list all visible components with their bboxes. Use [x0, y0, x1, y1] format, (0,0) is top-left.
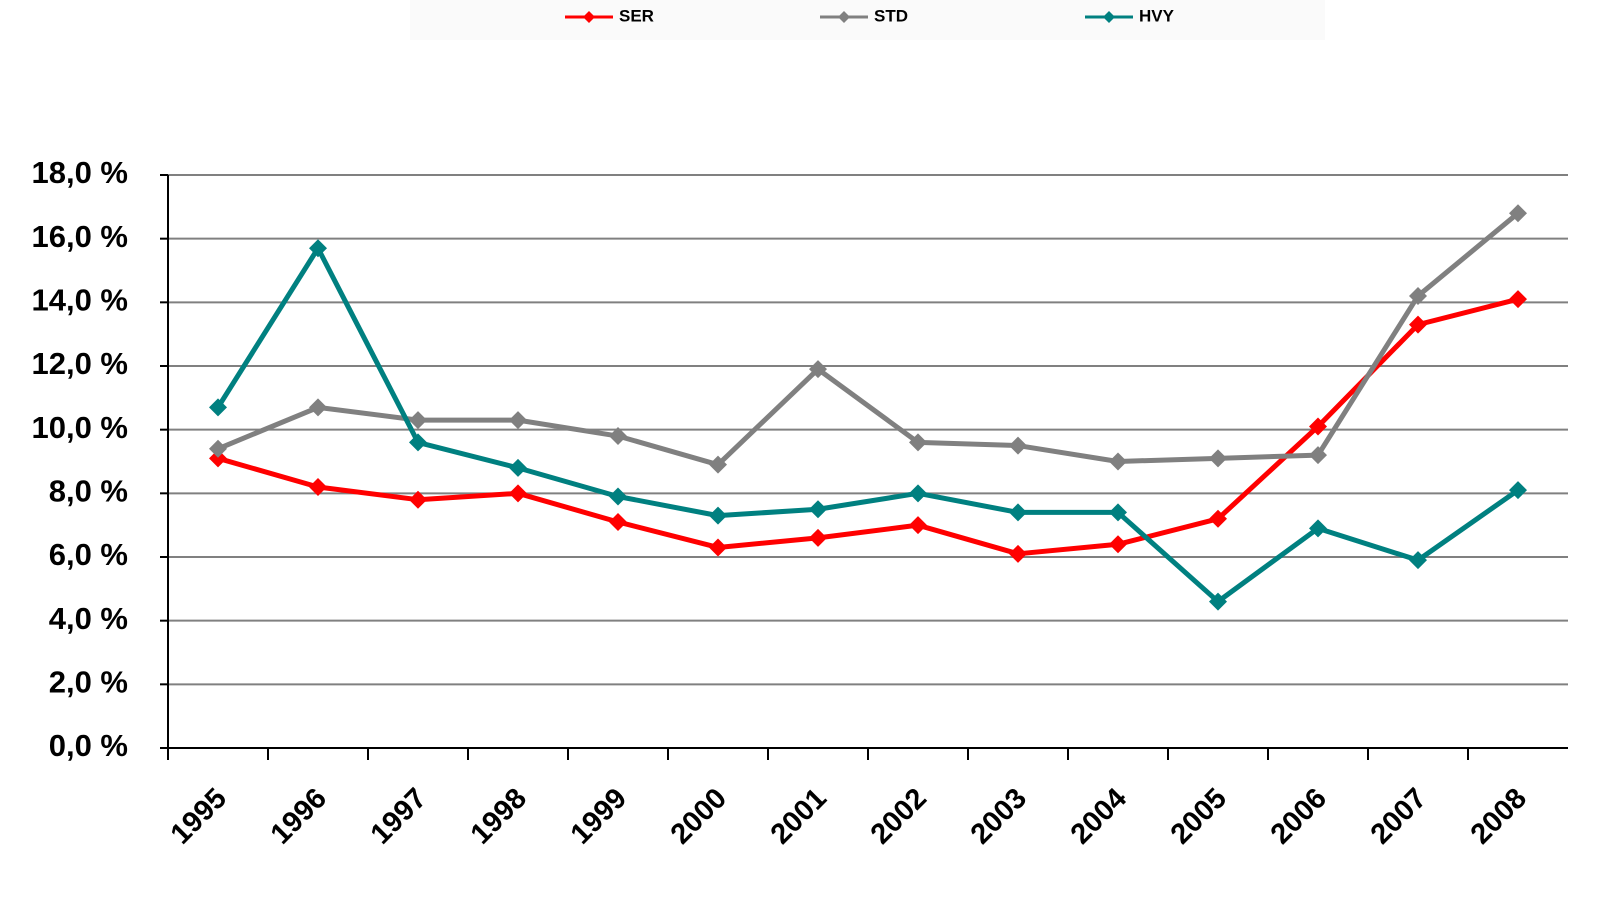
y-tick-label: 12,0 %	[31, 346, 128, 381]
marker	[1009, 503, 1027, 522]
legend-marker	[1103, 11, 1115, 23]
marker	[809, 528, 827, 547]
y-tick-label: 14,0 %	[31, 283, 128, 318]
marker	[209, 449, 227, 468]
y-tick-label: 0,0 %	[49, 728, 128, 763]
marker	[1509, 204, 1527, 223]
x-tick-label: 2007	[1365, 782, 1433, 850]
x-tick-label: 1996	[265, 782, 333, 850]
marker	[1009, 544, 1027, 563]
marker	[1409, 315, 1427, 334]
x-tick-label: 1995	[165, 782, 233, 850]
marker	[1109, 503, 1127, 522]
x-tick-label: 2001	[765, 782, 833, 850]
x-tick-label: 2005	[1165, 782, 1233, 850]
series-line	[215, 245, 1520, 605]
y-tick-label: 4,0 %	[49, 601, 128, 636]
x-tick-label: 2008	[1465, 782, 1533, 850]
marker	[809, 360, 827, 379]
x-tick-label: 2006	[1265, 782, 1333, 850]
marker	[909, 433, 927, 452]
x-tick-label: 1999	[565, 782, 633, 850]
marker	[1109, 535, 1127, 554]
marker	[309, 477, 327, 496]
marker	[609, 512, 627, 531]
y-tick-label: 6,0 %	[49, 537, 128, 572]
x-tick-label: 1997	[365, 782, 433, 850]
marker	[509, 484, 527, 503]
marker	[1109, 452, 1127, 471]
x-tick-label: 2004	[1065, 782, 1133, 850]
legend-label: HVY	[1139, 6, 1175, 25]
x-tick-label: 1998	[465, 782, 533, 850]
marker	[1409, 551, 1427, 570]
y-tick-label: 10,0 %	[31, 410, 128, 445]
y-tick-label: 8,0 %	[49, 474, 128, 509]
marker	[909, 516, 927, 535]
marker	[909, 484, 927, 503]
marker	[609, 487, 627, 506]
y-tick-label: 18,0 %	[31, 155, 128, 190]
marker	[609, 427, 627, 446]
marker	[1209, 592, 1227, 611]
marker	[309, 239, 327, 258]
marker	[1409, 286, 1427, 305]
x-tick-label: 2000	[665, 782, 733, 850]
marker	[1009, 436, 1027, 455]
marker	[1309, 519, 1327, 538]
series-line	[217, 296, 1519, 557]
marker	[709, 455, 727, 474]
marker	[809, 500, 827, 519]
marker	[1509, 290, 1527, 309]
legend-label: STD	[874, 6, 908, 25]
marker	[409, 490, 427, 509]
marker	[309, 398, 327, 417]
legend-marker	[838, 11, 850, 23]
marker	[709, 506, 727, 525]
marker	[1209, 449, 1227, 468]
marker	[709, 538, 727, 557]
marker	[1309, 417, 1327, 436]
marker	[209, 398, 227, 417]
marker	[209, 439, 227, 458]
marker	[409, 433, 427, 452]
marker	[1509, 481, 1527, 500]
legend-box	[410, 0, 1325, 40]
marker	[509, 458, 527, 477]
y-tick-label: 16,0 %	[31, 219, 128, 254]
x-tick-label: 2003	[965, 782, 1033, 850]
legend-marker	[583, 11, 595, 23]
series-line	[217, 211, 1520, 468]
marker	[1309, 446, 1327, 465]
marker	[409, 411, 427, 430]
marker	[509, 411, 527, 430]
marker	[1209, 509, 1227, 528]
x-tick-label: 2002	[865, 782, 933, 850]
legend-label: SER	[619, 6, 654, 25]
y-tick-label: 2,0 %	[49, 665, 128, 700]
